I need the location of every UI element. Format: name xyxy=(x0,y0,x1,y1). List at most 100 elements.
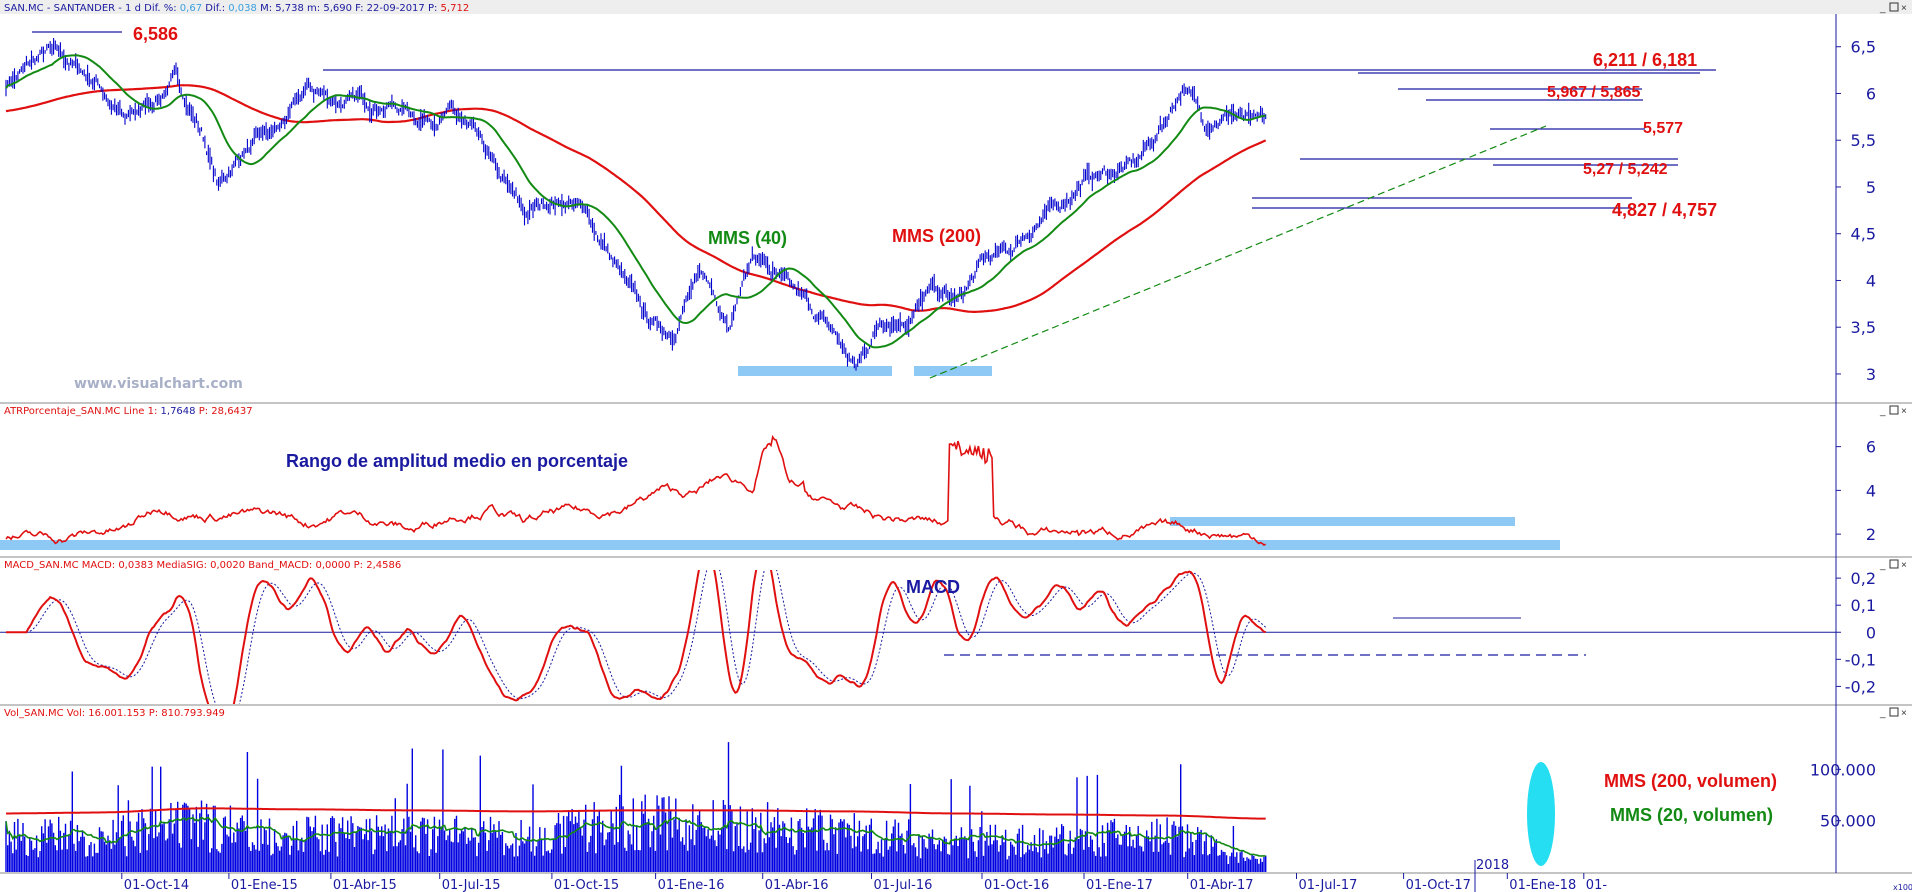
y-tick-label: -0,2 xyxy=(1845,677,1876,696)
y-tick-label: 0,2 xyxy=(1851,569,1876,588)
support-zones xyxy=(738,366,992,376)
header-part: SAN.MC - SANTANDER - 1 d Dif. %: xyxy=(4,3,180,14)
max-price-label: 6,586 xyxy=(133,24,178,44)
panel-controls-atr[interactable]: _ × xyxy=(1879,405,1907,417)
close-icon[interactable]: × xyxy=(1901,406,1907,417)
minimize-icon[interactable]: _ xyxy=(1879,708,1886,719)
atr-range-band xyxy=(1170,517,1515,526)
x-tick-label: 01-Abr-17 xyxy=(1190,878,1254,892)
support-label-2: 4,827 / 4,757 xyxy=(1612,200,1717,220)
minimize-icon[interactable]: _ xyxy=(1879,406,1886,417)
y-tick-label: 6 xyxy=(1866,84,1876,103)
minimize-icon[interactable]: _ xyxy=(1879,3,1886,14)
y-tick-label: 0 xyxy=(1866,623,1876,642)
macd-panel-header: MACD_SAN.MC MACD: 0,0383 MediaSIG: 0,002… xyxy=(4,560,401,571)
volume-y-axis: 100.000 50.000 xyxy=(1810,760,1876,830)
header-part: Vol_SAN.MC Vol: 16.001.153 P: 810.793.94… xyxy=(4,708,225,719)
vol-mms20-label: MMS (20, volumen) xyxy=(1610,805,1773,825)
mms200-label: MMS (200) xyxy=(892,226,981,246)
panel-controls-macd[interactable]: _ × xyxy=(1879,559,1907,571)
x-tick-label: 01-Oct-17 xyxy=(1406,878,1471,892)
maximize-icon[interactable] xyxy=(1889,2,1899,12)
y-tick-label: 100.000 xyxy=(1810,760,1876,779)
x-tick-label: 01-Jul-17 xyxy=(1299,878,1358,892)
y-tick-label: 6,5 xyxy=(1851,38,1876,57)
x-tick-label: 01-Abr-16 xyxy=(765,878,829,892)
x-tick-label: 01- xyxy=(1586,878,1608,892)
atr-panel-header: ATRPorcentaje_SAN.MC Line 1: 1,7648 P: 2… xyxy=(4,406,253,417)
header-part: Dif.: xyxy=(202,3,228,14)
header-part: M: 5,738 m: 5,690 F: 22-09-2017 P: xyxy=(257,3,441,14)
horizontal-levels xyxy=(32,31,1716,209)
atr-baseline-band xyxy=(0,540,1560,550)
date-axis: 01-Oct-14 01-Ene-15 01-Abr-15 01-Jul-15 01-O… xyxy=(121,858,1608,892)
vol-mms20-line xyxy=(5,816,1266,857)
header-part: ATRPorcentaje_SAN.MC Line 1: xyxy=(4,406,161,417)
x-tick-label: 01-Abr-15 xyxy=(333,878,397,892)
maximize-icon[interactable] xyxy=(1889,559,1899,569)
volume-highlight xyxy=(1527,762,1555,866)
header-part: MACD_SAN.MC MACD: 0,0383 MediaSIG: 0,002… xyxy=(4,560,401,571)
price-panel-header: SAN.MC - SANTANDER - 1 d Dif. %: 0,67 Di… xyxy=(4,3,469,14)
price-y-axis: 6,5 6 5,5 5 4,5 4 3,5 3 xyxy=(1836,38,1876,384)
x-tick-label: 01-Oct-14 xyxy=(124,878,189,892)
y-tick-label: 4 xyxy=(1866,271,1876,290)
x-tick-label: 01-Ene-15 xyxy=(231,878,298,892)
macd-line xyxy=(6,570,1266,704)
x-tick-label: 01-Ene-17 xyxy=(1086,878,1153,892)
y-tick-label: 3,5 xyxy=(1851,318,1876,337)
y-tick-label: -0,1 xyxy=(1845,650,1876,669)
trendline xyxy=(929,125,1547,379)
watermark: www.visualchart.com xyxy=(74,376,243,392)
x-tick-label: 01-Oct-15 xyxy=(554,878,619,892)
x-tick-label: 01-Oct-16 xyxy=(984,878,1049,892)
volume-bar-series xyxy=(5,742,1267,872)
vol-mms200-line xyxy=(6,807,1266,820)
y-tick-label: 5 xyxy=(1866,178,1876,197)
scale-label: x100 xyxy=(1893,883,1912,892)
y-tick-label: 5,5 xyxy=(1851,131,1876,150)
y-tick-label: 6 xyxy=(1866,438,1876,457)
macd-title: MACD xyxy=(906,577,960,597)
mms40-label: MMS (40) xyxy=(708,228,787,248)
panel-controls-price[interactable]: _ × xyxy=(1879,2,1907,14)
macd-y-axis: 0,2 0,1 0 -0,1 -0,2 xyxy=(1836,569,1876,696)
atr-title: Rango de amplitud medio en porcentaje xyxy=(286,451,628,471)
macd-signal-line xyxy=(6,570,1267,704)
y-tick-label: 0,1 xyxy=(1851,596,1876,615)
y-tick-label: 4,5 xyxy=(1851,225,1876,244)
y-tick-label: 3 xyxy=(1866,365,1876,384)
y-tick-label: 2 xyxy=(1866,525,1876,544)
resistance-label-3: 5,577 xyxy=(1643,120,1683,137)
y-tick-label: 50.000 xyxy=(1820,812,1876,831)
x-tick-label: 01-Jul-16 xyxy=(874,878,933,892)
x-tick-label: 01-Jul-15 xyxy=(442,878,501,892)
header-part: P: 28,6437 xyxy=(196,406,253,417)
header-part: 0,67 xyxy=(180,3,202,14)
volume-bars xyxy=(5,742,1267,872)
close-icon[interactable]: × xyxy=(1901,708,1907,719)
maximize-icon[interactable] xyxy=(1889,707,1899,717)
header-part: 1,7648 xyxy=(161,406,196,417)
maximize-icon[interactable] xyxy=(1889,405,1899,415)
minimize-icon[interactable]: _ xyxy=(1879,560,1886,571)
volume-panel-header: Vol_SAN.MC Vol: 16.001.153 P: 810.793.94… xyxy=(4,708,225,719)
panel-controls-volume[interactable]: _ × xyxy=(1879,707,1907,719)
resistance-label-1: 6,211 / 6,181 xyxy=(1593,50,1697,70)
x-tick-label: 01-Ene-18 xyxy=(1509,878,1576,892)
atr-line xyxy=(5,434,1267,546)
resistance-label-2: 5,967 / 5,865 xyxy=(1547,84,1641,101)
mms200-line xyxy=(5,84,1267,313)
support-label-1: 5,27 / 5,242 xyxy=(1583,161,1668,178)
x-tick-label: 01-Ene-16 xyxy=(658,878,725,892)
mms40-line xyxy=(5,54,1266,349)
vol-mms200-label: MMS (200, volumen) xyxy=(1604,771,1777,791)
close-icon[interactable]: × xyxy=(1901,560,1907,571)
atr-y-axis: 6 4 2 xyxy=(1836,438,1876,544)
close-icon[interactable]: × xyxy=(1901,3,1907,14)
header-part: 5,712 xyxy=(441,3,470,14)
y-tick-label: 4 xyxy=(1866,481,1876,500)
x-tick-label: 2018 xyxy=(1476,858,1509,873)
header-part: 0,038 xyxy=(228,3,257,14)
